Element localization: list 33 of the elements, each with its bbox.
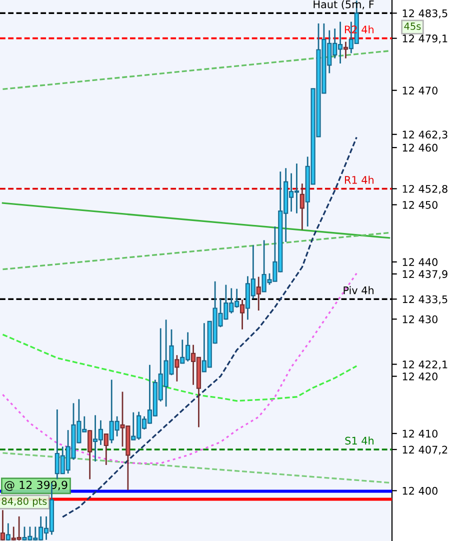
y-tick-label: 12 430 [402,315,438,324]
candlestick [343,41,348,60]
y-tick-label: 12 437,9 [402,270,448,280]
y-tick-label: 12 433,5 [402,295,448,304]
candlestick [6,522,10,541]
candlestick [174,354,180,382]
y-tick-label: 12 410 [402,430,438,438]
annotation: @ 12 399,9 [4,480,68,491]
candlestick [0,509,6,541]
ref-line-label: S1 4h [345,436,374,445]
y-tick-label: 12 440 [402,258,438,266]
candlestick [300,182,304,231]
y-tick-label: 12 407,2 [402,446,448,455]
y-tick-label: 12 452,8 [402,184,448,194]
y-tick-label: 12 479,1 [402,34,448,44]
candlestick [240,298,245,330]
y-tick-label: 12 422,1 [402,360,448,370]
y-tick-label: 12 450 [402,200,438,209]
y-tick-label: 12 483,5 [402,9,448,18]
y-tick-label: 12 470 [402,86,438,94]
ref-line-label: Piv 4h [344,286,374,294]
line-series [2,272,358,464]
y-tick-label: 12 420 [402,372,438,380]
line-series [2,334,358,402]
ref-line-label: R1 4h [344,176,374,184]
candlestick [104,432,108,466]
y-tick-label: 12 460 [402,144,438,152]
candlestick [88,429,92,480]
y-tick-label: 12 462,3 [402,130,448,140]
text: 45s [404,22,421,30]
annotation: 84,80 pts [2,498,47,507]
y-tick-label: 12 400 [402,486,438,495]
candlestick [256,276,261,312]
